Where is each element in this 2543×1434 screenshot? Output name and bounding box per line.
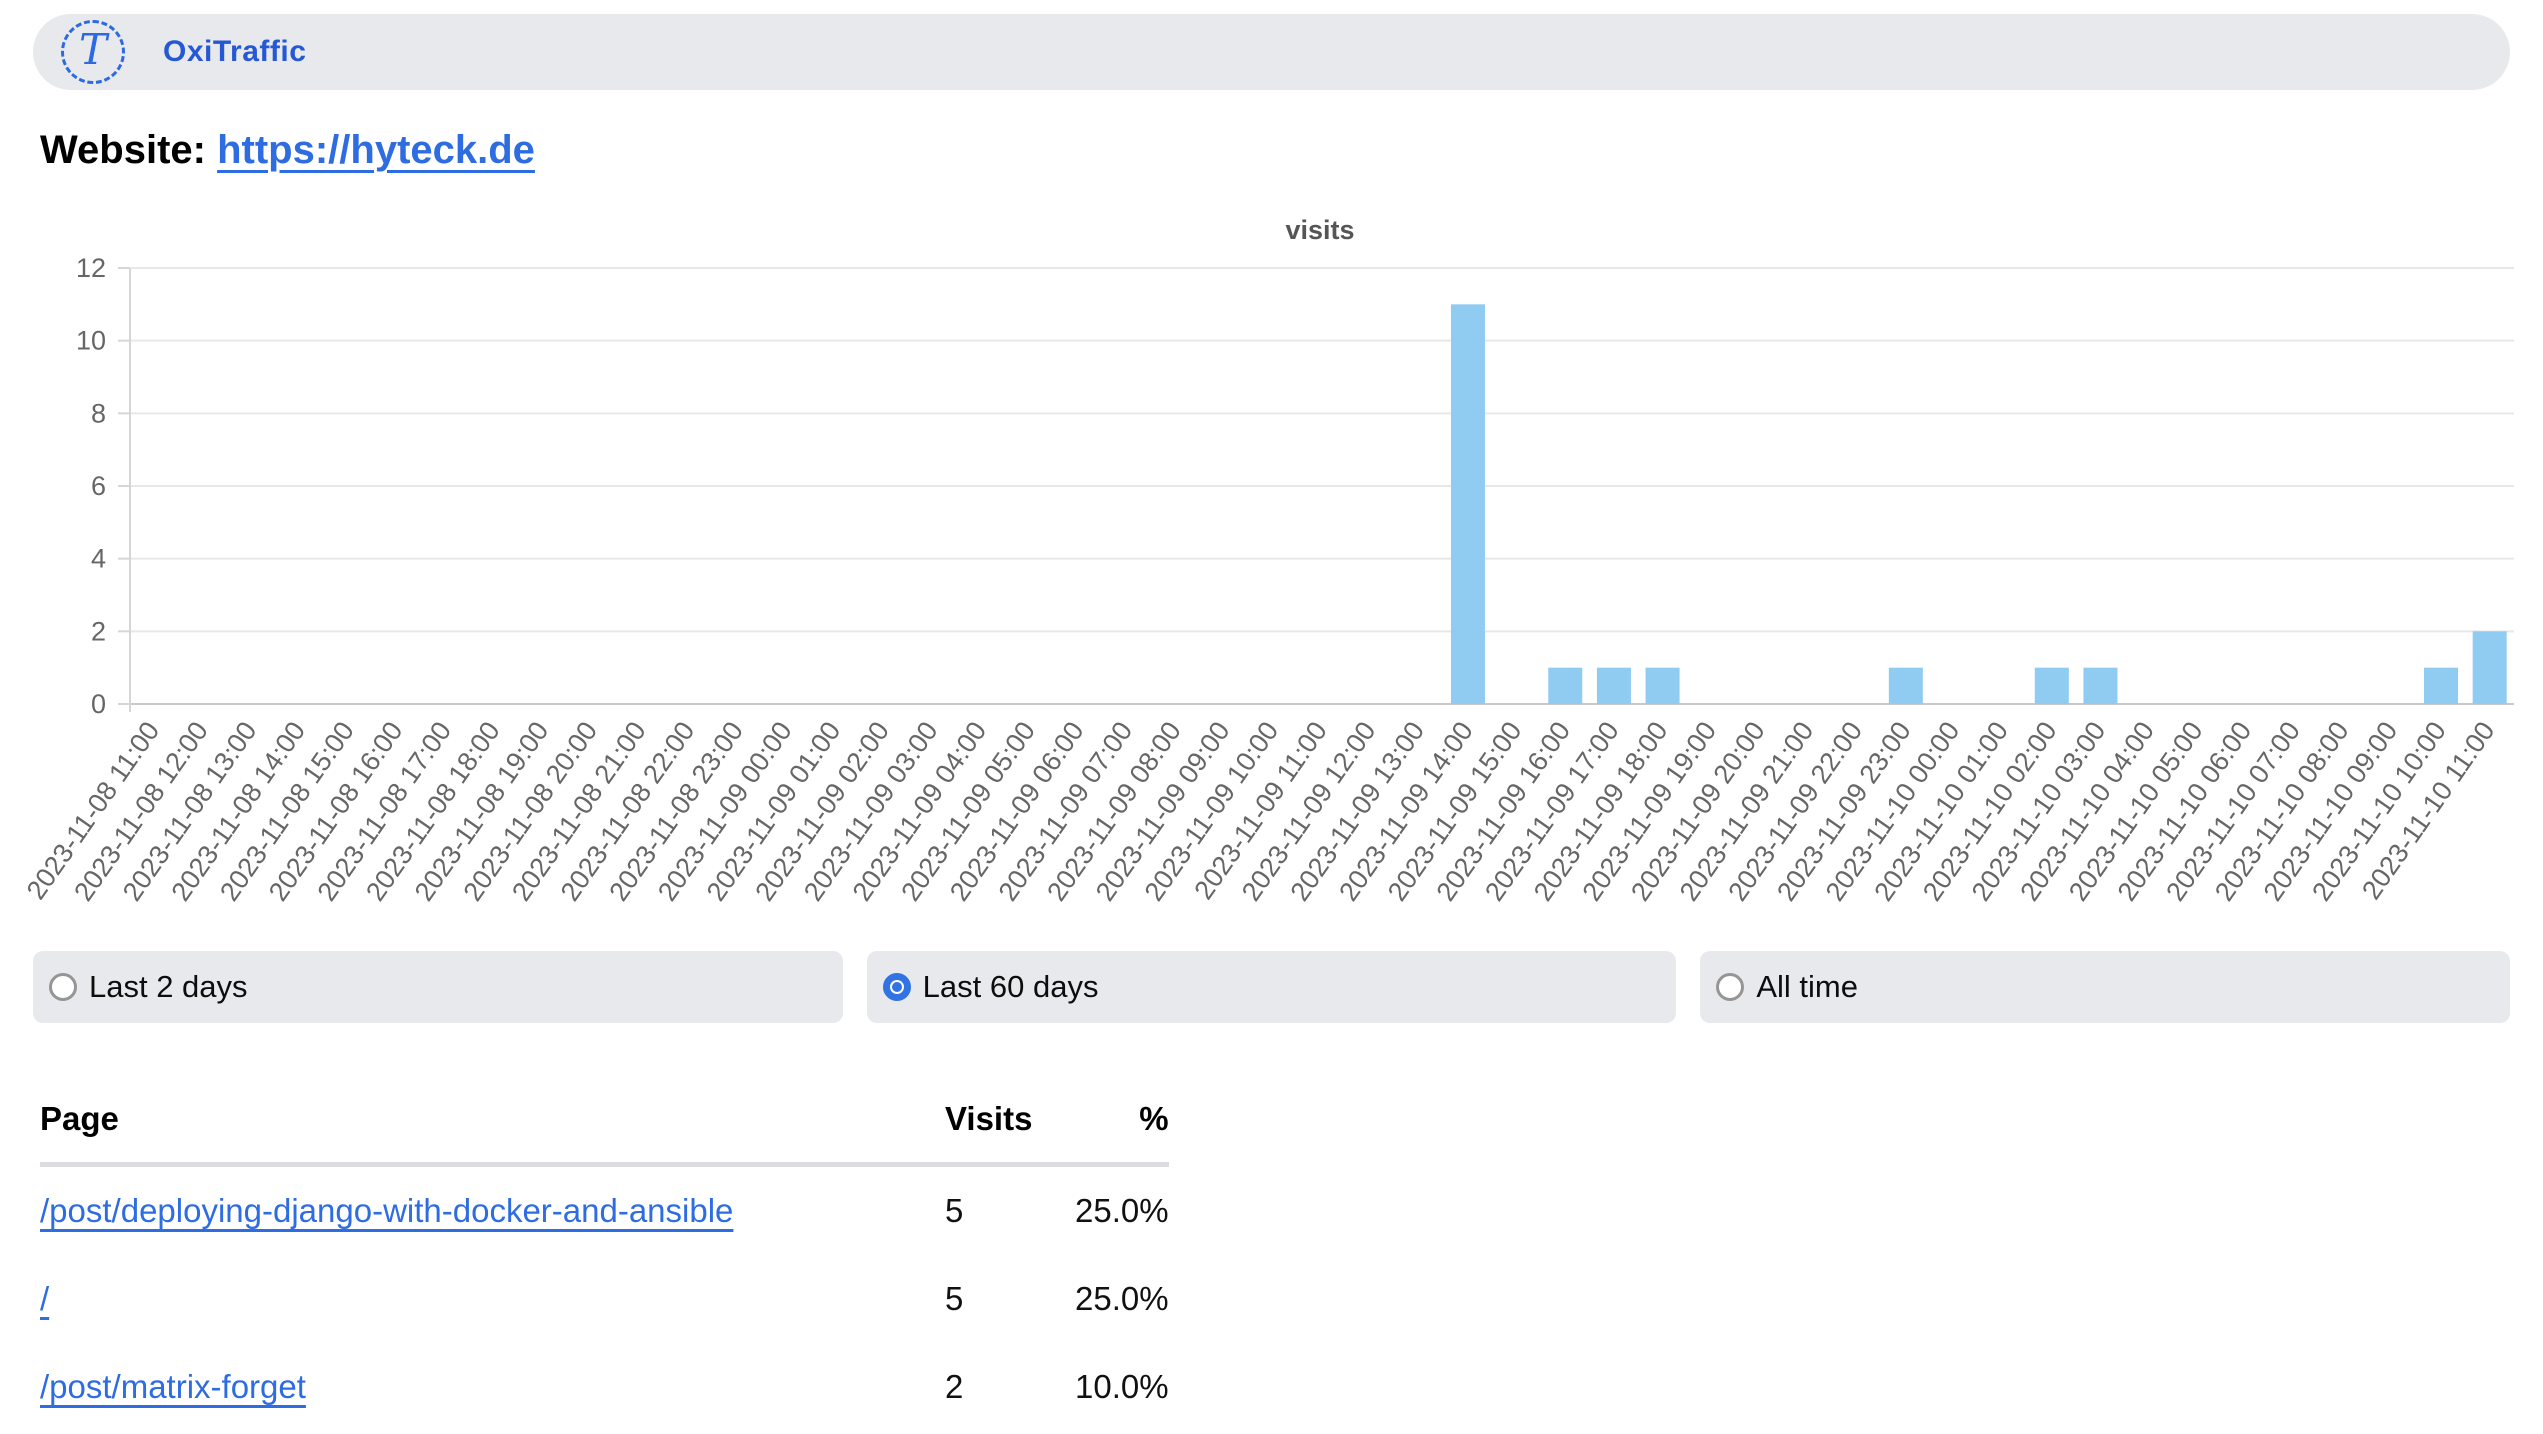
visits-value: 5: [945, 1280, 964, 1317]
bar: [2472, 631, 2507, 704]
percent-value: 25.0%: [1075, 1192, 1169, 1229]
y-tick-label: 4: [91, 544, 106, 574]
column-header-visits: Visits: [945, 1100, 1075, 1167]
y-tick-label: 6: [91, 471, 106, 501]
time-range-selector: Last 2 days Last 60 days All time: [33, 951, 2511, 1023]
percent-value: 10.0%: [1075, 1368, 1169, 1405]
bar: [2424, 667, 2459, 704]
pages-table: Page Visits % /post/deploying-django-wit…: [40, 1100, 1169, 1431]
chart-title: visits: [1285, 215, 1355, 245]
table-header-row: Page Visits %: [40, 1100, 1169, 1167]
bar: [1450, 304, 1485, 704]
y-tick-label: 8: [91, 398, 106, 428]
y-tick-label: 10: [76, 326, 106, 356]
range-label: All time: [1756, 969, 1858, 1004]
radio-all-time[interactable]: [1716, 973, 1745, 1001]
column-header-percent: %: [1075, 1100, 1169, 1167]
visits-bar-chart: visits 0 2 4 6 8 10 12 2023-11-08 11:00 2023-11-…: [0, 215, 2543, 955]
y-tick-label: 12: [76, 253, 106, 283]
column-header-page: Page: [40, 1100, 945, 1167]
y-tick-label: 2: [91, 616, 106, 646]
visits-value: 2: [945, 1368, 964, 1405]
app-header: T OxiTraffic: [33, 14, 2510, 90]
range-label: Last 60 days: [922, 969, 1099, 1004]
bar: [2083, 667, 2118, 704]
website-label: Website:: [40, 128, 206, 172]
app-title: OxiTraffic: [163, 35, 307, 68]
app-logo-icon: T: [61, 20, 125, 84]
y-tick-label: 0: [91, 689, 106, 719]
bar: [1645, 667, 1680, 704]
range-option-last-60-days[interactable]: Last 60 days: [866, 951, 1677, 1023]
website-link[interactable]: https://hyteck.de: [217, 128, 535, 172]
radio-last-60-days[interactable]: [882, 973, 911, 1001]
percent-value: 25.0%: [1075, 1280, 1169, 1317]
range-option-last-2-days[interactable]: Last 2 days: [33, 951, 843, 1023]
bar: [1548, 667, 1583, 704]
table-row: /post/matrix-forget 2 10.0%: [40, 1343, 1169, 1431]
range-option-all-time[interactable]: All time: [1700, 951, 2511, 1023]
bar: [2034, 667, 2069, 704]
page-link[interactable]: /post/matrix-forget: [40, 1368, 306, 1405]
table-row: /post/deploying-django-with-docker-and-a…: [40, 1165, 1169, 1256]
page-link[interactable]: /post/deploying-django-with-docker-and-a…: [40, 1192, 734, 1229]
table-row: / 5 25.0%: [40, 1255, 1169, 1343]
website-line: Website: https://hyteck.de: [40, 128, 535, 173]
bar: [1888, 667, 1923, 704]
visits-value: 5: [945, 1192, 964, 1229]
radio-last-2-days[interactable]: [49, 973, 77, 1001]
page-link[interactable]: /: [40, 1280, 50, 1317]
range-label: Last 2 days: [89, 969, 248, 1004]
logo-letter: T: [78, 25, 107, 74]
bar: [1596, 667, 1631, 704]
